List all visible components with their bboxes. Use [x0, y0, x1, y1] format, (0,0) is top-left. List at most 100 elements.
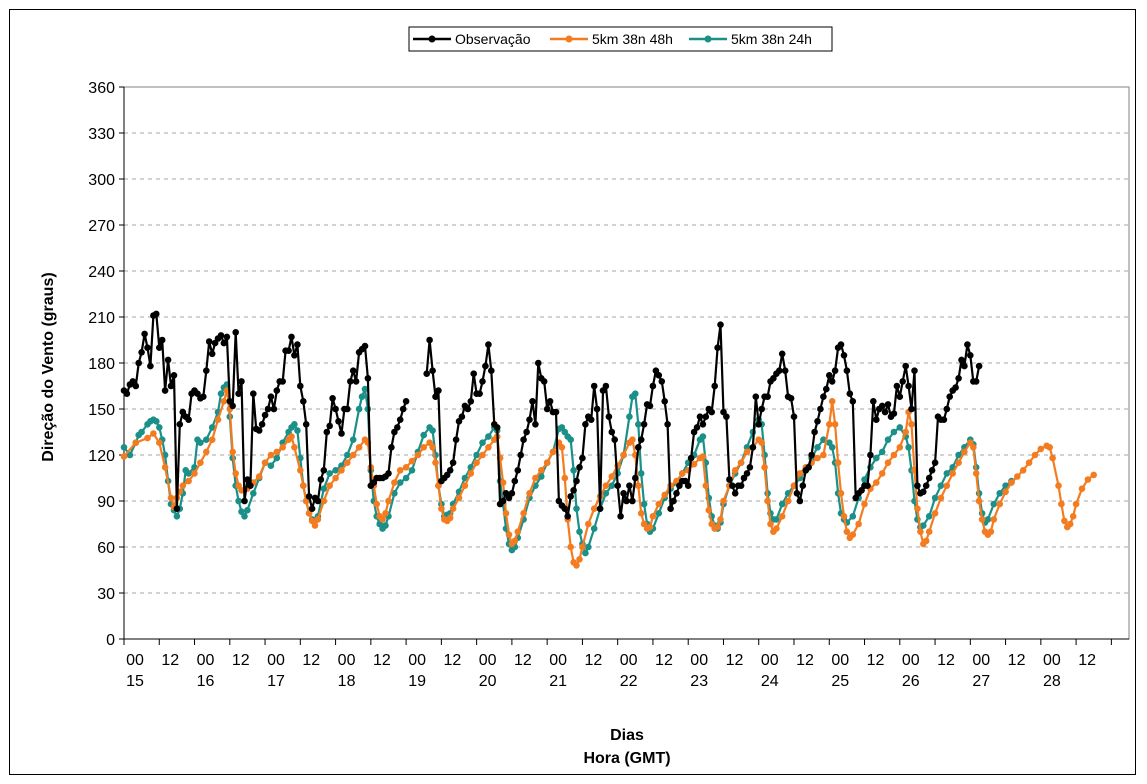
data-point [611, 436, 618, 444]
data-point [429, 367, 436, 375]
data-point [373, 500, 381, 508]
data-point [711, 382, 718, 390]
data-point [391, 490, 398, 497]
data-point [943, 405, 951, 413]
data-point [455, 494, 463, 502]
data-point [485, 444, 492, 451]
data-point [1031, 451, 1039, 459]
data-point [776, 367, 783, 375]
data-point [767, 520, 774, 528]
data-point [602, 382, 610, 390]
data-point [482, 362, 489, 370]
data-point [449, 505, 457, 512]
x-tick-label-day: 17 [267, 673, 285, 690]
data-point [984, 516, 992, 523]
data-point [623, 497, 630, 505]
data-point [361, 342, 369, 350]
data-point [708, 408, 715, 416]
data-point [523, 428, 530, 436]
data-point [344, 405, 351, 413]
data-point [291, 444, 298, 451]
data-point [349, 436, 357, 444]
x-tick-label-day: 20 [479, 673, 497, 690]
data-point [153, 418, 160, 425]
x-tick-label-day: 28 [1043, 673, 1061, 690]
data-point [244, 476, 251, 483]
data-point [893, 382, 901, 390]
data-point [990, 516, 998, 523]
data-point [543, 459, 551, 467]
data-point [255, 427, 263, 434]
data-point [955, 459, 962, 467]
data-point [279, 444, 287, 451]
data-point [922, 537, 930, 545]
data-point [358, 393, 366, 401]
data-point [132, 439, 140, 447]
data-point [332, 474, 339, 482]
data-point [1002, 488, 1009, 496]
data-point [784, 497, 792, 505]
data-point [878, 470, 886, 477]
data-point [1025, 459, 1033, 467]
data-point [573, 562, 580, 569]
data-point [743, 444, 751, 451]
data-point [1069, 513, 1077, 520]
data-point [338, 467, 345, 474]
data-point [905, 382, 912, 390]
data-point [399, 405, 407, 413]
data-point [132, 382, 140, 390]
data-point [173, 505, 181, 512]
series-layer [120, 310, 1097, 569]
legend-label: 5km 38n 48h [592, 31, 673, 47]
data-point [302, 421, 310, 428]
data-point [1058, 500, 1065, 508]
data-point [761, 464, 768, 471]
data-point [890, 428, 898, 436]
data-point [585, 543, 592, 551]
data-point [629, 436, 636, 444]
data-point [828, 398, 836, 405]
y-axis: 0 30 60 90 120 150 180 210 240 270 300 330 360 [88, 80, 124, 649]
data-point [684, 482, 692, 490]
data-point [561, 474, 569, 482]
data-point [485, 433, 492, 440]
data-point [867, 451, 874, 459]
data-point [414, 451, 422, 459]
data-point [173, 513, 181, 520]
data-point [308, 505, 316, 512]
data-point [608, 428, 616, 436]
data-point [826, 372, 833, 379]
data-point [250, 390, 257, 398]
data-point [637, 510, 645, 517]
data-point [890, 410, 898, 417]
data-point [917, 528, 924, 535]
data-point [170, 372, 178, 379]
x-tick-label-hour: 00 [197, 652, 215, 669]
data-point [567, 436, 574, 444]
data-point [264, 405, 272, 413]
data-point [687, 454, 695, 462]
data-point [990, 500, 998, 508]
x-tick-label-hour: 12 [655, 652, 673, 669]
x-tick-label-hour: 12 [726, 652, 744, 669]
data-point [567, 543, 574, 551]
y-tick-label: 120 [88, 448, 115, 465]
data-point [517, 451, 524, 459]
data-point [429, 444, 436, 451]
data-point [743, 470, 751, 477]
data-point [205, 338, 213, 345]
data-point [179, 482, 187, 490]
data-point [147, 362, 154, 370]
series-0 [120, 310, 983, 520]
data-point [238, 378, 245, 385]
data-point [632, 390, 639, 398]
data-point [461, 474, 469, 482]
data-point [214, 416, 222, 424]
data-point [778, 500, 786, 508]
data-point [705, 506, 713, 514]
data-point [908, 405, 915, 413]
x-tick-label-hour: 12 [585, 652, 603, 669]
data-point [220, 339, 228, 347]
legend-marker [704, 35, 712, 43]
data-point [156, 439, 163, 447]
